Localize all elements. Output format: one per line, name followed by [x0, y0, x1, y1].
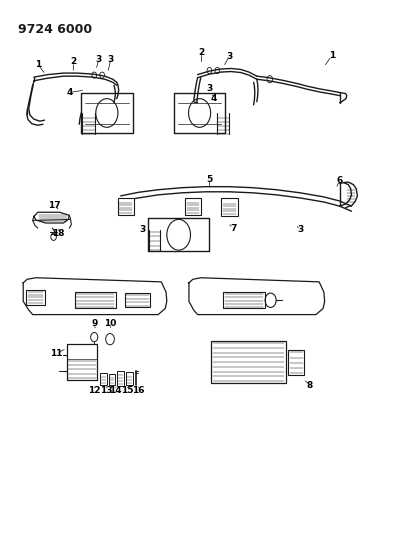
Text: 8: 8 [307, 381, 313, 390]
Text: 1: 1 [35, 60, 41, 69]
Text: 2: 2 [199, 48, 205, 57]
Bar [100, 373, 107, 385]
Text: 5: 5 [206, 175, 212, 184]
Bar [117, 371, 124, 386]
Text: 12: 12 [88, 386, 100, 395]
Text: 10: 10 [104, 319, 116, 328]
Text: 1: 1 [329, 51, 335, 60]
Text: 3: 3 [96, 55, 102, 64]
Bar [221, 198, 238, 216]
Bar [126, 373, 133, 385]
Text: 7: 7 [230, 224, 236, 232]
Bar [109, 374, 115, 385]
Bar [26, 289, 45, 305]
Bar [118, 198, 134, 215]
Text: 9724 6000: 9724 6000 [18, 23, 92, 36]
Text: 2: 2 [70, 58, 76, 66]
Text: 15: 15 [121, 386, 134, 395]
Text: 11: 11 [50, 349, 62, 358]
Bar [185, 198, 201, 215]
Text: 3: 3 [297, 225, 303, 234]
Bar [125, 293, 150, 308]
Bar [289, 350, 304, 375]
Text: 4: 4 [210, 94, 217, 103]
Text: 3: 3 [139, 225, 145, 234]
Text: 14: 14 [109, 386, 122, 395]
Bar [74, 292, 116, 309]
Bar [211, 341, 286, 383]
Text: 13: 13 [100, 386, 112, 395]
Text: 16: 16 [132, 386, 145, 395]
Text: 9: 9 [91, 319, 97, 328]
Text: 3: 3 [206, 84, 212, 93]
Text: 17: 17 [48, 200, 61, 209]
Polygon shape [189, 278, 325, 314]
Text: 3: 3 [108, 55, 114, 64]
Text: 4: 4 [66, 88, 73, 97]
Polygon shape [23, 278, 167, 314]
Text: 3: 3 [226, 52, 232, 61]
Text: 6: 6 [337, 176, 343, 185]
Bar [223, 292, 265, 309]
Text: 18: 18 [53, 229, 65, 238]
